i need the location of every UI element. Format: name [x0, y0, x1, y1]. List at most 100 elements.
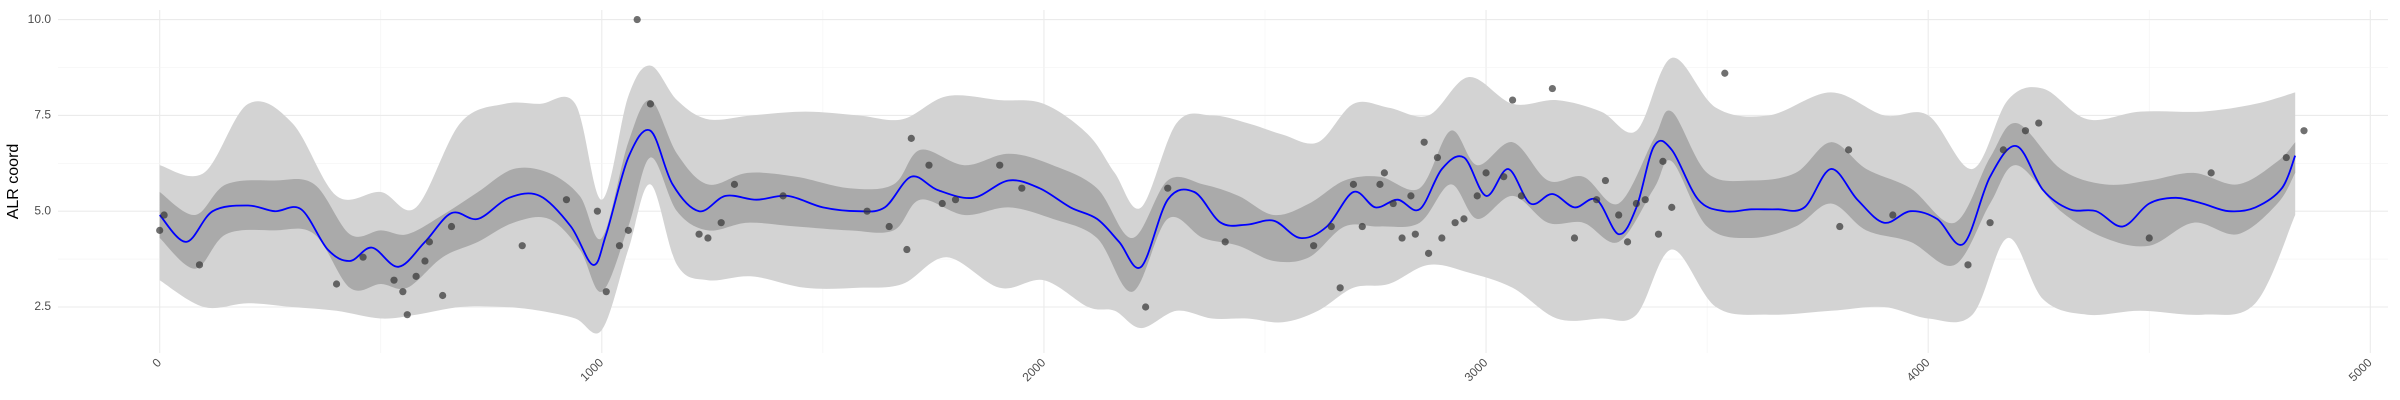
- data-point: [1221, 238, 1229, 246]
- x-tick-label: 2000: [1020, 355, 1049, 384]
- data-point: [562, 196, 571, 204]
- data-point: [195, 261, 204, 269]
- data-point: [1845, 146, 1853, 154]
- y-tick-label: 7.5: [34, 108, 51, 122]
- x-tick-label: 3000: [1462, 355, 1491, 384]
- y-axis-title: ALR coord: [5, 144, 22, 220]
- data-point: [1548, 84, 1556, 93]
- data-point: [1721, 69, 1729, 77]
- data-point: [925, 161, 933, 169]
- data-point: [1482, 169, 1490, 177]
- data-point: [390, 276, 398, 284]
- data-point: [1570, 234, 1579, 242]
- data-point: [412, 272, 420, 280]
- data-point: [1438, 234, 1446, 242]
- data-point: [1407, 192, 1415, 200]
- data-point: [1336, 284, 1344, 292]
- data-point: [2145, 234, 2153, 242]
- data-point: [332, 280, 341, 288]
- data-point: [1654, 230, 1663, 238]
- data-point: [403, 311, 411, 319]
- data-point: [1018, 184, 1026, 192]
- data-point: [2300, 127, 2308, 135]
- data-point: [1601, 176, 1610, 185]
- data-point: [593, 207, 601, 215]
- data-point: [779, 192, 787, 200]
- data-point: [1424, 249, 1433, 257]
- data-point: [439, 291, 447, 300]
- data-point: [1358, 222, 1366, 231]
- data-point: [938, 199, 946, 208]
- data-point: [695, 230, 703, 238]
- data-point: [1999, 146, 2007, 154]
- data-point: [160, 211, 168, 219]
- data-point: [863, 207, 871, 215]
- data-point: [1632, 199, 1640, 208]
- data-point: [1411, 230, 1419, 238]
- y-tick-label: 2.5: [34, 299, 51, 313]
- data-point: [1986, 219, 1994, 227]
- data-point: [730, 180, 739, 188]
- data-point: [1592, 196, 1601, 204]
- data-point: [996, 161, 1004, 169]
- data-point: [1517, 192, 1526, 200]
- data-point: [1460, 215, 1468, 223]
- data-point: [421, 257, 429, 265]
- data-point: [1659, 157, 1667, 165]
- data-point: [1451, 219, 1459, 227]
- y-tick-label: 10.0: [28, 12, 52, 26]
- y-tick-label: 5.0: [34, 203, 51, 217]
- data-points: [156, 15, 2308, 319]
- data-point: [425, 238, 433, 246]
- data-point: [624, 226, 632, 234]
- data-point: [1380, 169, 1388, 177]
- inner-confidence-band: [159, 99, 2296, 292]
- data-point: [602, 288, 610, 296]
- data-point: [1389, 199, 1397, 208]
- x-tick-label: 5000: [2346, 355, 2375, 384]
- data-point: [1398, 234, 1406, 242]
- data-point: [1420, 138, 1428, 146]
- data-point: [1376, 180, 1384, 188]
- data-point: [2021, 127, 2030, 135]
- fit-line: [159, 128, 2297, 269]
- data-point: [156, 226, 164, 234]
- data-point: [1615, 211, 1623, 219]
- data-point: [2035, 119, 2043, 127]
- y-axis-ticks: 2.5 5.0 7.5 10.0: [28, 12, 52, 313]
- x-axis-ticks: 0 1000 2000 3000 4000 5000: [149, 355, 2374, 384]
- data-point: [907, 134, 915, 142]
- data-point: [1500, 173, 1508, 181]
- x-tick-label: 1000: [577, 355, 606, 384]
- data-point: [633, 15, 641, 24]
- data-point: [1508, 96, 1517, 104]
- data-point: [951, 196, 960, 204]
- data-point: [646, 100, 655, 108]
- data-point: [1964, 261, 1972, 269]
- data-point: [359, 253, 367, 261]
- data-point: [447, 222, 456, 231]
- data-point: [1889, 211, 1897, 219]
- data-point: [1641, 196, 1649, 204]
- data-point: [1327, 222, 1335, 231]
- data-point: [1142, 303, 1150, 311]
- data-point: [903, 245, 911, 254]
- data-point: [518, 242, 526, 250]
- data-point: [2207, 169, 2215, 177]
- data-point: [615, 242, 624, 250]
- data-point: [1433, 153, 1442, 162]
- data-point: [717, 219, 725, 227]
- x-tick-label: 4000: [1904, 355, 1933, 384]
- data-point: [1836, 222, 1844, 231]
- data-point: [1473, 192, 1481, 200]
- data-point: [2282, 153, 2290, 162]
- data-point: [399, 288, 407, 296]
- data-point: [704, 234, 712, 242]
- data-point: [1310, 242, 1318, 250]
- data-point: [1349, 180, 1358, 188]
- data-point: [1164, 184, 1172, 192]
- data-point: [1623, 238, 1632, 246]
- data-point: [1668, 203, 1676, 211]
- x-tick-label: 0: [149, 355, 164, 370]
